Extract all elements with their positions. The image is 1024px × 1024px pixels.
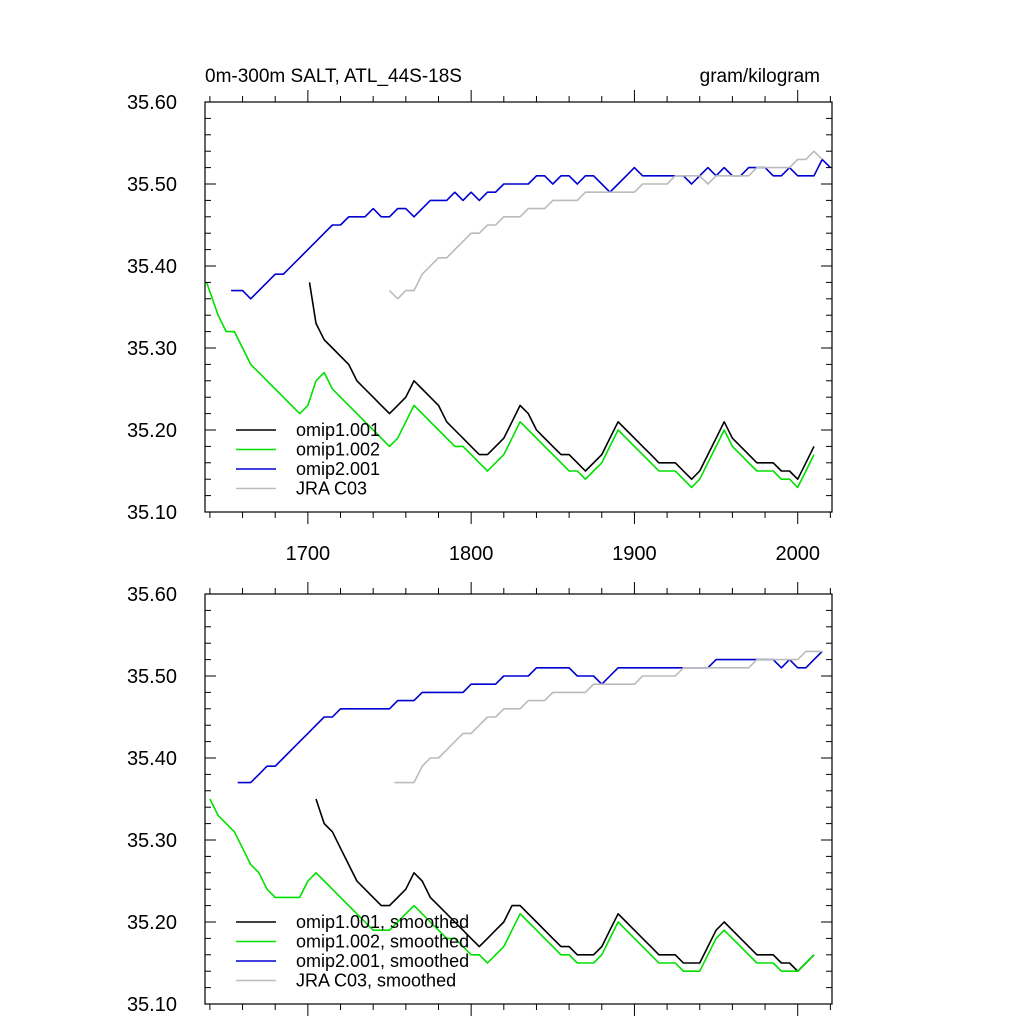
y-tick-label: 35.40 [127,748,177,770]
top-panel-units: gram/kilogram [700,66,820,87]
x-tick-label: 1900 [612,543,657,565]
y-tick-label: 35.60 [127,92,177,114]
legend-label: omip2.001 [296,459,380,479]
plot-frame [204,101,833,513]
y-tick-label: 35.50 [127,174,177,196]
y-tick-label: 35.40 [127,256,177,278]
series-line-1-1 [209,798,815,973]
legend-label: omip1.001 [296,420,380,440]
top-panel: 35.10 35.20 35.30 35.40 35.50 35.60 1700 1800 19… [127,90,833,565]
legend-label: omip1.002, smoothed [296,932,469,952]
plot-frame [204,593,833,1005]
legend-label: JRA C03 [296,479,367,499]
x-tick-label: 1700 [286,543,331,565]
y-tick-label: 35.10 [127,994,177,1016]
series-line-0-1 [205,282,815,489]
y-tick-label: 35.60 [127,584,177,606]
y-tick-label: 35.20 [127,420,177,442]
series-line-0-3 [388,150,823,300]
x-tick-label: 1800 [449,543,494,565]
y-tick-label: 35.30 [127,338,177,360]
series-line-1-3 [394,650,823,784]
x-tick-label: 2000 [775,543,820,565]
legend-label: omip2.001, smoothed [296,951,469,971]
series-line-1-2 [237,650,823,784]
series-line-0-0 [308,282,815,481]
legend-label: omip1.002 [296,440,380,460]
legend-label: omip1.001, smoothed [296,912,469,932]
y-tick-label: 35.10 [127,502,177,524]
legend-label: JRA C03, smoothed [296,971,456,991]
y-tick-label: 35.50 [127,666,177,688]
bottom-panel: 35.10 35.20 35.30 35.40 35.50 35.60 omip1.001,… [127,582,833,1016]
y-tick-label: 35.30 [127,830,177,852]
y-tick-label: 35.20 [127,912,177,934]
series-line-0-2 [231,158,831,300]
series-line-1-0 [315,798,815,973]
top-panel-title: 0m-300m SALT, ATL_44S-18S [205,66,462,87]
